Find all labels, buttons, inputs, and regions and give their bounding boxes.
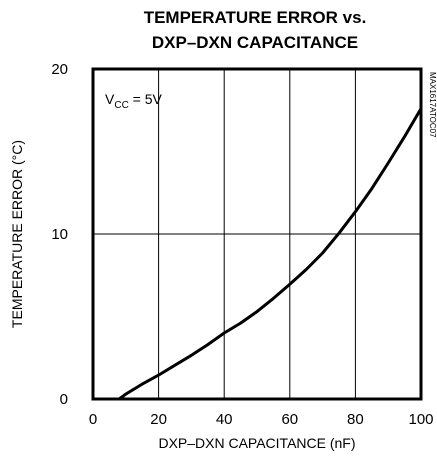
y-tick-labels: 0 10 20 (51, 61, 68, 408)
vcc-suffix: = 5V (129, 91, 163, 107)
y-axis-label: TEMPERATURE ERROR (°C) (9, 140, 25, 328)
temperature-error-curve (118, 107, 423, 401)
y-tick-label: 10 (51, 226, 68, 243)
chart-title-line1: TEMPERATURE ERROR vs. (144, 8, 367, 27)
vcc-subscript: CC (114, 100, 128, 111)
x-tick-labels: 0 20 40 60 80 100 (89, 411, 434, 428)
x-axis-label: DXP–DXN CAPACITANCE (nF) (158, 435, 355, 451)
x-tick-label: 100 (408, 411, 433, 428)
vcc-annotation: VCC = 5V (105, 91, 163, 111)
plot-frame (91, 67, 423, 401)
y-tick-label: 0 (60, 391, 68, 408)
x-tick-label: 80 (347, 411, 364, 428)
grid (93, 69, 421, 399)
figure-code: MAX1617ATOC07 (428, 72, 437, 138)
x-tick-label: 0 (89, 411, 97, 428)
x-tick-label: 40 (216, 411, 233, 428)
vcc-prefix: V (105, 91, 115, 107)
chart-title-line2: DXP–DXN CAPACITANCE (152, 33, 358, 52)
x-tick-label: 20 (150, 411, 167, 428)
x-tick-label: 60 (281, 411, 298, 428)
y-tick-label: 20 (51, 61, 68, 78)
